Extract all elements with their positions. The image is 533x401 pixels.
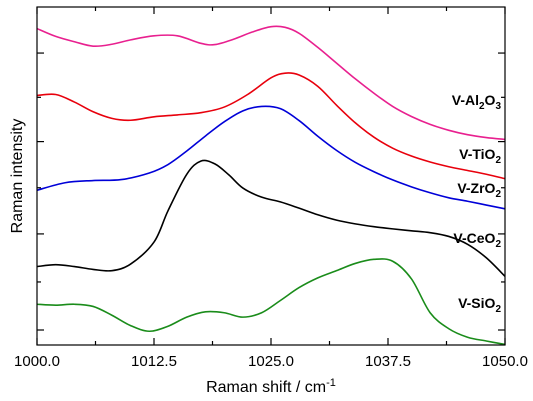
series-label-v-sio2: V-SiO2: [458, 295, 501, 315]
tick-label-layer: 1000.0 1012.5 1025.0 1037.5 1050.0: [14, 353, 528, 370]
series-label-v-tio2: V-TiO2: [459, 146, 501, 166]
x-tick-label: 1000.0: [14, 353, 60, 370]
ticks-layer: [36, 7, 506, 345]
x-axis-title: Raman shift / cm-1: [206, 377, 336, 396]
series-layer: [36, 25, 506, 346]
series-line-v-ceo2: [36, 159, 506, 277]
plot-frame: [36, 6, 506, 346]
x-tick-label: 1037.5: [365, 353, 411, 370]
series-line-v-zro2: [36, 105, 506, 210]
series-label-v-al2o3: V-Al2O3: [452, 92, 502, 112]
y-axis-title: Raman intensity: [9, 119, 26, 234]
x-tick-label: 1012.5: [131, 353, 177, 370]
series-line-v-tio2: [36, 72, 506, 180]
x-tick-label: 1025.0: [248, 353, 294, 370]
x-tick-label: 1050.0: [482, 353, 528, 370]
series-label-v-ceo2: V-CeO2: [453, 230, 501, 250]
series-label-v-zro2: V-ZrO2: [457, 180, 501, 200]
series-line-v-al2o3: [36, 25, 506, 141]
series-label-layer: V-Al2O3 V-TiO2 V-ZrO2 V-CeO2 V-SiO2: [452, 92, 502, 315]
series-line-v-sio2: [36, 258, 506, 346]
